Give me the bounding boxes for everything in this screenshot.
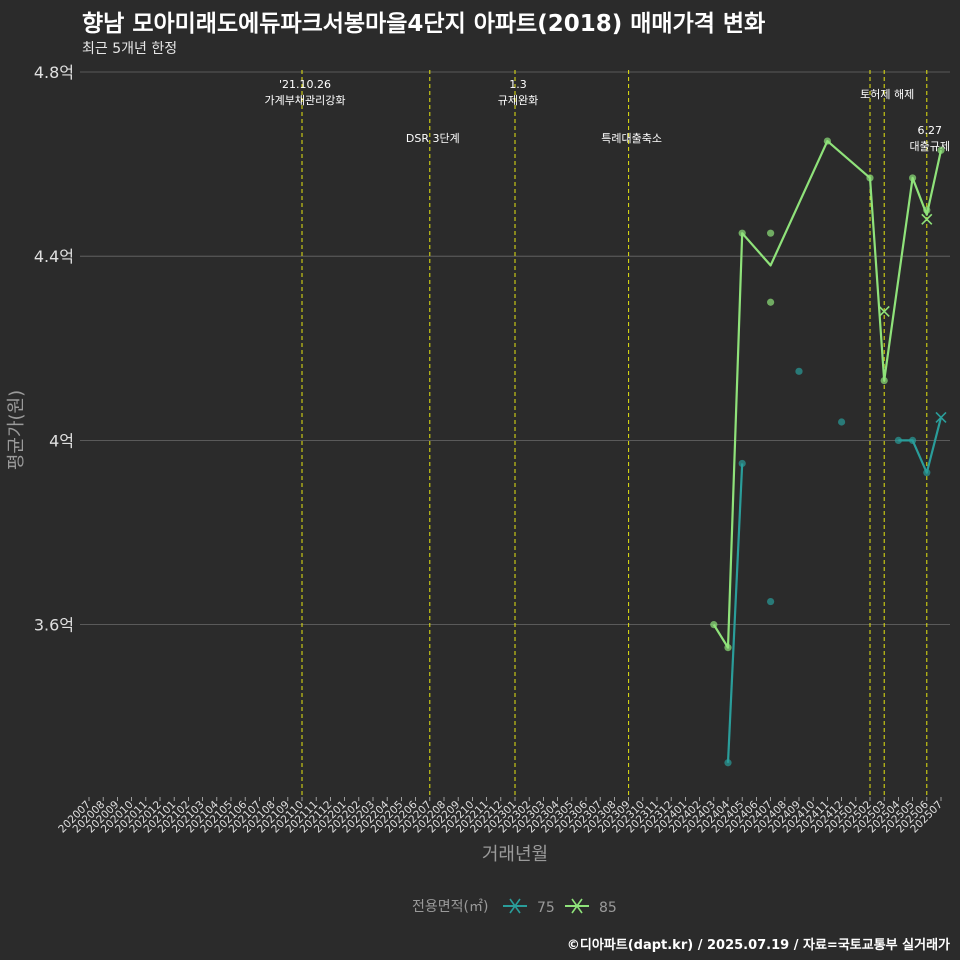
series-75-point	[909, 436, 917, 445]
event-label: 6.27	[918, 124, 943, 137]
series-85-line	[712, 139, 943, 649]
series-75-point	[738, 459, 746, 468]
series-85-cross-marker	[878, 305, 890, 318]
series-85-point	[767, 229, 775, 237]
event-label: 1.3	[509, 78, 527, 91]
series-75-point	[724, 759, 732, 767]
series-85-point	[937, 146, 945, 154]
event-label: '21.10.26	[279, 78, 331, 91]
series-75-point	[838, 418, 846, 426]
series-75-point	[894, 436, 903, 445]
series-85-point	[738, 229, 746, 237]
chart-title: 향남 모아미래도에듀파크서봉마을4단지 아파트(2018) 매매가격 변화	[82, 11, 766, 37]
y-tick-label: 4.4억	[34, 247, 74, 266]
series-85-cross-marker	[921, 213, 933, 225]
y-tick-label: 4.8억	[34, 63, 74, 82]
source-caption: ©디아파트(dapt.kr) / 2025.07.19 / 자료=국토교통부 실…	[566, 938, 950, 953]
event-label: 토허제 해제	[860, 87, 914, 101]
series-85-point	[710, 621, 718, 629]
series-75-line	[726, 463, 744, 763]
event-label: DSR 3단계	[406, 132, 460, 145]
series-85-point	[923, 206, 931, 214]
y-axis-title: 평균가(원)	[6, 390, 27, 470]
event-label: 특례대출축소	[601, 132, 662, 145]
x-axis-title: 거래년월	[482, 844, 548, 865]
legend-title: 전용면적(㎡)	[412, 899, 488, 915]
series-85-point	[767, 298, 775, 306]
legend-label-75: 75	[537, 900, 555, 916]
y-tick-label: 4억	[49, 431, 74, 450]
series-85-point	[823, 137, 832, 145]
series-85-point	[880, 376, 888, 385]
series-75-point	[923, 469, 931, 477]
series-85-point	[724, 644, 732, 652]
series-75-line	[898, 417, 943, 474]
series-85-point	[866, 174, 874, 182]
series-85-point	[909, 174, 917, 182]
series-75-point	[767, 597, 775, 606]
y-tick-label: 3.6억	[34, 616, 74, 635]
legend-swatch-cross	[571, 898, 583, 914]
series-75-point	[795, 367, 803, 375]
legend-swatch-cross	[509, 898, 521, 914]
chart-subtitle: 최근 5개년 한정	[82, 41, 178, 57]
legend-label-85: 85	[599, 900, 617, 916]
event-label: 가계부채관리강화	[265, 94, 346, 107]
event-label: 규제완화	[498, 94, 538, 107]
series-75-cross-marker	[935, 411, 947, 423]
